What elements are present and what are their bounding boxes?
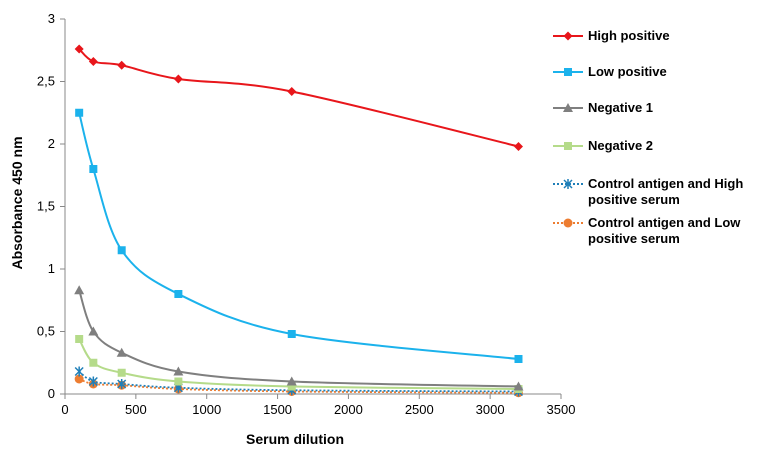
data-point [514, 355, 523, 363]
series-3 [74, 285, 524, 391]
data-point [286, 376, 297, 386]
data-point [117, 368, 126, 377]
legend-label: Low positive [588, 64, 667, 79]
legend-item: Negative 2 [553, 138, 653, 153]
legend-label: Negative 1 [588, 100, 653, 115]
y-tick-label: 3 [48, 11, 55, 26]
plot-area [74, 44, 524, 398]
x-tick-label: 3000 [476, 402, 505, 417]
legend-marker [563, 103, 573, 112]
legend-item: Control antigen and High positive serum [553, 176, 743, 207]
series-line [78, 48, 519, 148]
data-point [174, 377, 183, 386]
data-point [74, 366, 84, 377]
x-tick-label: 2500 [405, 402, 434, 417]
data-point [287, 330, 296, 338]
x-tick-label: 2000 [334, 402, 363, 417]
legend-marker [563, 31, 573, 41]
legend-marker [563, 179, 573, 189]
data-point [88, 326, 99, 336]
data-point [287, 382, 296, 391]
data-point [116, 347, 127, 357]
data-point [88, 57, 98, 66]
legend-label: Control antigen and High positive serum [588, 176, 743, 207]
data-point [513, 142, 523, 151]
legend-item: Control antigen and Low positive serum [553, 215, 741, 246]
x-tick-label: 3500 [547, 402, 576, 417]
legend-item: High positive [553, 28, 670, 43]
legend-label: High positive [588, 28, 670, 43]
data-point [74, 285, 85, 295]
y-tick-label: 0,5 [37, 324, 55, 339]
data-point [513, 381, 524, 391]
x-tick-label: 0 [61, 402, 68, 417]
y-tick-label: 2 [48, 136, 55, 151]
x-tick-label: 1500 [263, 402, 292, 417]
data-point [89, 358, 98, 367]
legend: High positive Low positive Negative 1 Negat… [553, 28, 743, 246]
data-point [117, 60, 127, 70]
y-tick-label: 1 [48, 261, 55, 276]
legend-marker [564, 142, 572, 150]
data-point [117, 246, 126, 255]
series-1 [74, 44, 523, 151]
data-point [74, 44, 84, 54]
series-line [78, 112, 519, 360]
data-point [75, 108, 84, 117]
series-2 [75, 108, 523, 363]
x-tick-label: 500 [125, 402, 147, 417]
data-point [173, 74, 183, 84]
legend-marker [563, 218, 573, 228]
data-point [117, 379, 127, 389]
data-point [74, 374, 84, 384]
x-axis-title: Serum dilution [246, 431, 344, 447]
data-point [287, 87, 297, 96]
legend-item: Negative 1 [553, 100, 653, 115]
series-line [78, 289, 519, 388]
data-point [174, 290, 183, 298]
data-point [173, 366, 184, 376]
data-point [88, 376, 98, 387]
legend-marker [564, 68, 572, 76]
y-tick-label: 2,5 [37, 74, 55, 89]
legend-item: Low positive [553, 64, 667, 79]
legend-label: Negative 2 [588, 138, 653, 153]
x-tick-label: 1000 [192, 402, 221, 417]
series-4 [75, 335, 523, 393]
axes: 0 500 1000 1500 2000 2500 3000 3500 0 0,5 1 1,5 2 2,5… [37, 11, 576, 417]
legend-label: Control antigen and Low positive serum [588, 215, 741, 246]
y-axis-title: Absorbance 450 nm [9, 136, 25, 269]
data-point [89, 165, 98, 173]
y-tick-label: 1,5 [37, 199, 55, 214]
data-point [75, 335, 84, 343]
y-tick-label: 0 [48, 386, 55, 401]
